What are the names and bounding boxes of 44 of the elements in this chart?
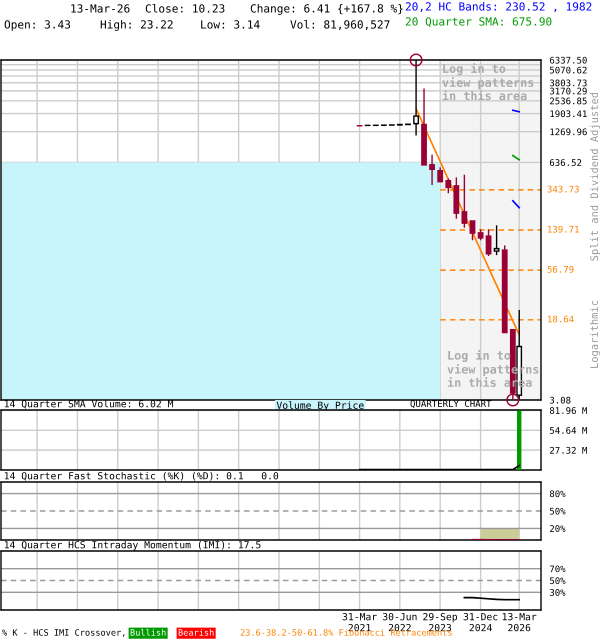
y-tick-label: 5070.62 (550, 66, 587, 74)
y-tick-label: 70% (550, 565, 566, 572)
y-tick-label: 2536.85 (550, 98, 587, 104)
text: Bullish (130, 629, 166, 636)
text: % K - HCS IMI Crossover, (2, 629, 124, 637)
y-tick-label: 27.32 M (550, 446, 587, 454)
y-tick-label: 80% (550, 490, 566, 498)
ref-line-label: 139.71 (548, 226, 579, 233)
ref-line-label: 343.73 (548, 186, 579, 193)
text: 20 Quarter SMA: 675.90 (406, 17, 552, 27)
text: 13-Mar-26 (71, 4, 130, 13)
text: Open: 3.43 (4, 20, 70, 31)
chart-title: 14 Quarter HCS Intraday Momentum (IMI): 17.5 (4, 540, 260, 550)
text: QUARTERLY CHART (410, 400, 492, 408)
y-tick-label: 3803.73 (550, 80, 587, 86)
y-tick-label: 1269.96 (550, 128, 587, 136)
y-tick-label: 1903.41 (550, 110, 587, 118)
y-tick-label: 81.96 M (550, 407, 587, 414)
y-tick-label: 3170.29 (550, 88, 587, 94)
y-tick-label: 3.08 (550, 396, 570, 404)
y-tick-label: 6337.50 (550, 56, 587, 64)
y-tick-label: 20% (550, 525, 566, 532)
text: Split and Dividend Adjusted (590, 92, 600, 261)
text: 20,2 HC Bands: 230.52 , 1982 (406, 2, 592, 12)
x-tick-label: 29-Sep 2023 (423, 613, 458, 632)
text: Vol: 81,960,527 (290, 20, 390, 30)
x-tick-label: 30-Jun 2022 (382, 613, 417, 632)
x-tick-label: 31-Dec 2024 (464, 613, 498, 632)
text: Change: 6.41 {+167.8 %} (250, 4, 403, 15)
y-tick-label: 30% (550, 589, 566, 596)
y-tick-label: 636.52 (550, 159, 582, 166)
x-tick-label: 13-Mar 2026 (502, 613, 536, 632)
y-tick-label: 54.64 M (550, 427, 587, 434)
text: Bearish (178, 629, 214, 636)
y-tick-label: 50% (550, 577, 566, 584)
text: Low: 3.14 (201, 20, 260, 29)
text: Logarithmic (590, 300, 600, 368)
ref-line-label: 18.64 (548, 316, 574, 322)
y-tick-label: 50% (550, 508, 566, 515)
text: High: 23.22 (100, 20, 173, 31)
text: Close: 10.23 (146, 4, 224, 13)
ref-line-label: 56.79 (548, 266, 574, 273)
chart-title: 14 Quarter Fast Stochastic (%K) (%D): 0.1 0.0 (4, 472, 278, 481)
band-label: Log in to view patterns in this area (442, 63, 534, 100)
